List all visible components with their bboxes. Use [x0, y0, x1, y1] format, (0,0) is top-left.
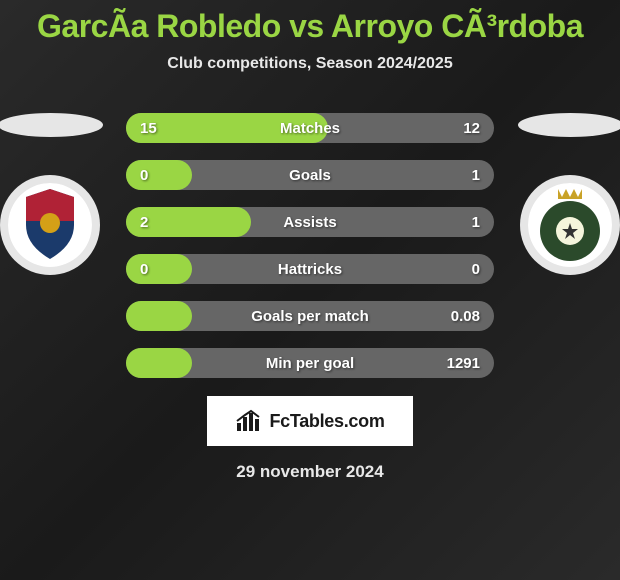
stat-label: Min per goal [126, 355, 494, 372]
stat-row: 0Hattricks0 [126, 254, 494, 284]
player-left-ellipse [0, 113, 103, 137]
date-text: 29 november 2024 [0, 462, 620, 482]
main-area: 15Matches120Goals12Assists10Hattricks0Go… [0, 113, 620, 378]
team-right-logo-ring [520, 175, 620, 275]
brand-logo: FcTables.com [207, 396, 413, 446]
stat-value-right: 12 [463, 120, 480, 137]
stat-value-right: 1 [472, 214, 480, 231]
team-right-logo [528, 183, 612, 267]
stat-value-right: 1 [472, 167, 480, 184]
brand-bars-icon [235, 409, 263, 433]
left-column [0, 113, 110, 275]
player-right-ellipse [518, 113, 620, 137]
stat-label: Hattricks [126, 261, 494, 278]
stat-label: Matches [126, 120, 494, 137]
stat-value-right: 0 [472, 261, 480, 278]
stat-label: Assists [126, 214, 494, 231]
shield-right-icon [528, 183, 612, 267]
stat-row: Min per goal1291 [126, 348, 494, 378]
stats-container: 15Matches120Goals12Assists10Hattricks0Go… [110, 113, 510, 378]
stat-row: 2Assists1 [126, 207, 494, 237]
team-left-logo-ring [0, 175, 100, 275]
page-title: GarcÃ­a Robledo vs Arroyo CÃ³rdoba [0, 0, 620, 45]
stat-row: 0Goals1 [126, 160, 494, 190]
stat-row: 15Matches12 [126, 113, 494, 143]
subtitle: Club competitions, Season 2024/2025 [0, 55, 620, 73]
shield-left-icon [8, 183, 92, 267]
content: GarcÃ­a Robledo vs Arroyo CÃ³rdoba Club … [0, 0, 620, 482]
stat-label: Goals per match [126, 308, 494, 325]
team-left-logo [8, 183, 92, 267]
brand-text: FcTables.com [269, 411, 384, 432]
stat-value-right: 0.08 [451, 308, 480, 325]
stat-label: Goals [126, 167, 494, 184]
stat-row: Goals per match0.08 [126, 301, 494, 331]
right-column [510, 113, 620, 275]
stat-value-right: 1291 [447, 355, 480, 372]
